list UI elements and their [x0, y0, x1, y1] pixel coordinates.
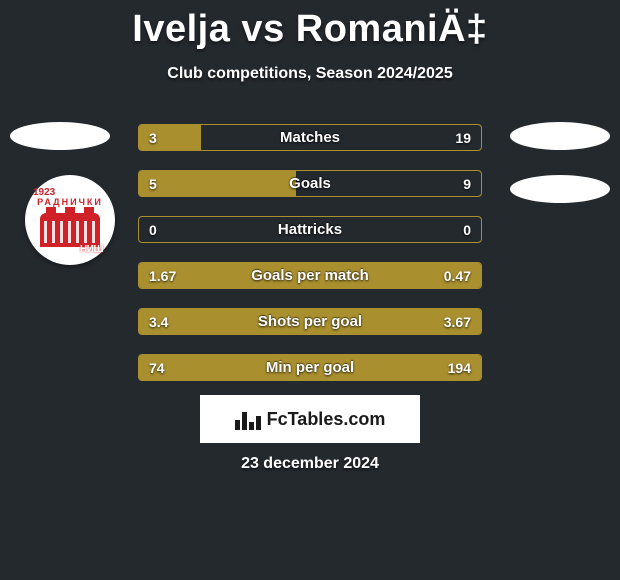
bar-value-left: 3.4 [149, 309, 168, 334]
page-title: Ivelja vs RomaniÄ‡ [0, 0, 620, 51]
badge-fort-icon [40, 213, 100, 247]
bar-value-left: 1.67 [149, 263, 176, 288]
bar-label: Goals per match [139, 263, 481, 288]
bar-label: Shots per goal [139, 309, 481, 334]
bar-row: Matches3 19 [138, 124, 482, 151]
bar-row: Shots per goal3.4 3.67 [138, 308, 482, 335]
bar-value-left: 3 [149, 125, 157, 150]
footer-date: 23 december 2024 [0, 455, 620, 473]
fctables-logo-icon [235, 408, 261, 430]
bar-row: Goals5 9 [138, 170, 482, 197]
fctables-brand-box: FcTables.com [200, 395, 420, 443]
bar-value-right: 3.67 [444, 309, 471, 334]
right-ellipse-2 [510, 175, 610, 203]
bar-value-left: 0 [149, 217, 157, 242]
bar-value-left: 5 [149, 171, 157, 196]
bar-value-right: 9 [463, 171, 471, 196]
badge-bottom-text: НИШ [80, 244, 103, 255]
right-ellipse-1 [510, 122, 610, 150]
bar-row: Min per goal74 194 [138, 354, 482, 381]
bar-label: Min per goal [139, 355, 481, 380]
left-ellipse-1 [10, 122, 110, 150]
fctables-brand-text: FcTables.com [267, 409, 386, 430]
bar-row: Hattricks0 0 [138, 216, 482, 243]
bar-value-left: 74 [149, 355, 165, 380]
bar-row: Goals per match1.67 0.47 [138, 262, 482, 289]
badge-arc-text: РАДНИЧКИ [30, 197, 110, 207]
bar-label: Goals [139, 171, 481, 196]
bar-value-right: 0 [463, 217, 471, 242]
comparison-bars: Matches3 19 Goals5 9 Hattricks0 0 Goals per ma… [138, 124, 482, 400]
bar-label: Hattricks [139, 217, 481, 242]
bar-value-right: 194 [448, 355, 471, 380]
club-badge: 1923 РАДНИЧКИ НИШ [20, 175, 120, 265]
bar-value-right: 19 [455, 125, 471, 150]
bar-value-right: 0.47 [444, 263, 471, 288]
bar-label: Matches [139, 125, 481, 150]
page-subtitle: Club competitions, Season 2024/2025 [0, 65, 620, 83]
badge-circle: 1923 РАДНИЧКИ НИШ [25, 175, 115, 265]
